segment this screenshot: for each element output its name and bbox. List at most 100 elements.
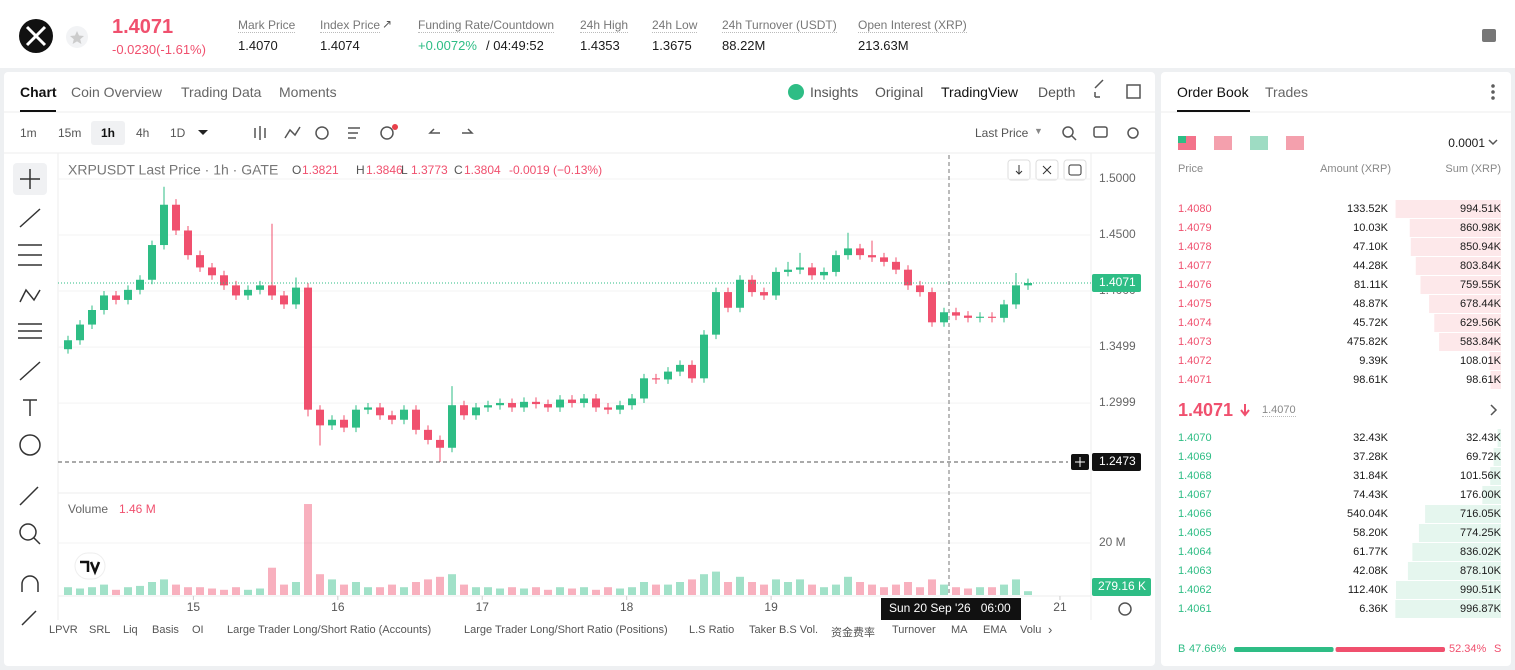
ob-price[interactable]: 1.4078: [1178, 241, 1212, 253]
tab[interactable]: Trading Data: [181, 84, 262, 100]
tab[interactable]: Moments: [279, 84, 337, 100]
candle-body: [1000, 304, 1008, 318]
ob-price[interactable]: 1.4067: [1178, 489, 1212, 501]
book-view-icon[interactable]: [1286, 136, 1304, 150]
candle-body: [592, 398, 600, 408]
scroll-arrow: ›: [1048, 622, 1053, 637]
ob-price[interactable]: 1.4061: [1178, 603, 1212, 615]
view-tab[interactable]: Depth: [1038, 84, 1076, 100]
ob-price[interactable]: 1.4080: [1178, 203, 1212, 215]
indicator[interactable]: Liq: [123, 624, 138, 636]
indicator[interactable]: Large Trader Long/Short Ratio (Positions…: [464, 624, 668, 636]
buy-ratio-bar: [1234, 647, 1334, 652]
ob-price[interactable]: 1.4063: [1178, 565, 1212, 577]
candle-body: [1012, 285, 1020, 305]
indicator[interactable]: Volu: [1020, 624, 1042, 636]
ob-price[interactable]: 1.4076: [1178, 279, 1212, 291]
indicator[interactable]: 资金费率: [831, 627, 875, 639]
ob-price[interactable]: 1.4066: [1178, 508, 1212, 520]
view-tab[interactable]: Original: [875, 84, 924, 100]
volume-bar: [820, 587, 828, 595]
ob-amount: 47.10K: [1353, 241, 1388, 253]
indicator[interactable]: OI: [192, 624, 204, 636]
ob-price[interactable]: 1.4068: [1178, 470, 1212, 482]
indicator[interactable]: Taker B.S Vol.: [749, 624, 819, 636]
interval[interactable]: 4h: [136, 126, 150, 140]
tab[interactable]: Chart: [20, 84, 57, 100]
interval[interactable]: 1m: [20, 126, 37, 140]
indicator[interactable]: Basis: [152, 624, 179, 636]
volume-bar: [724, 582, 732, 595]
candle-body: [412, 409, 420, 430]
ob-tab[interactable]: Order Book: [1177, 84, 1249, 100]
candle-body: [100, 295, 108, 311]
indicator[interactable]: Large Trader Long/Short Ratio (Accounts): [227, 624, 432, 636]
ob-price[interactable]: 1.4073: [1178, 336, 1212, 348]
volume-bar: [460, 584, 468, 595]
book-view-icon[interactable]: [1250, 136, 1268, 150]
candle-body: [436, 439, 444, 448]
ob-price[interactable]: 1.4075: [1178, 298, 1212, 310]
tab[interactable]: Coin Overview: [71, 84, 163, 100]
volume-bar: [928, 579, 936, 595]
ob-sum: 108.01K: [1460, 355, 1501, 367]
indicator[interactable]: L.S Ratio: [689, 624, 735, 636]
ob-price[interactable]: 1.4062: [1178, 584, 1212, 596]
ob-sum: 803.84K: [1460, 260, 1501, 272]
dropdown-arrow[interactable]: [198, 130, 208, 135]
sell-label: S: [1494, 643, 1502, 655]
volume-bar: [940, 584, 948, 595]
depth-bar: [1420, 276, 1501, 294]
view-tab[interactable]: TradingView: [941, 84, 1019, 100]
candle-body: [580, 398, 588, 403]
volume-bar: [832, 584, 840, 595]
last-price: 1.4071: [112, 16, 174, 38]
interval[interactable]: 1h: [101, 126, 116, 140]
ob-price[interactable]: 1.4072: [1178, 355, 1212, 367]
depth-bar: [1497, 429, 1501, 447]
candle-body: [460, 405, 468, 416]
candle-body: [688, 364, 696, 379]
ob-price[interactable]: 1.4071: [1178, 374, 1212, 386]
candle-body: [316, 409, 324, 426]
indicator[interactable]: SRL: [89, 624, 111, 636]
ob-amount: 6.36K: [1359, 603, 1388, 615]
settings-icon[interactable]: [1118, 602, 1132, 616]
ob-price[interactable]: 1.4069: [1178, 451, 1212, 463]
ob-tab[interactable]: Trades: [1265, 84, 1309, 100]
view-tab[interactable]: Insights: [810, 84, 859, 100]
chart-button[interactable]: [1063, 159, 1087, 181]
depth-bar: [1439, 333, 1501, 351]
depth-bar: [1407, 562, 1501, 580]
ob-sum: 98.61K: [1466, 374, 1501, 386]
ob-price[interactable]: 1.4077: [1178, 260, 1212, 272]
ob-amount: 44.28K: [1353, 260, 1388, 272]
candle-body: [352, 409, 360, 428]
interval[interactable]: 15m: [58, 126, 82, 140]
stat-value: 1.4070: [238, 38, 278, 53]
ob-price[interactable]: 1.4064: [1178, 546, 1212, 558]
depth-bar: [1396, 581, 1501, 599]
low-line-box: [1092, 452, 1141, 471]
volume-bar: [112, 589, 120, 595]
indicator[interactable]: Turnover: [892, 624, 936, 636]
volume-bar: [616, 588, 624, 595]
price-type[interactable]: Last Price: [975, 126, 1029, 140]
book-view-icon[interactable]: [1214, 136, 1232, 150]
ob-price[interactable]: 1.4074: [1178, 317, 1212, 329]
candle-body: [820, 271, 828, 276]
x-tick-label: 16: [331, 600, 345, 614]
ob-price[interactable]: 1.4065: [1178, 527, 1212, 539]
indicator[interactable]: LPVR: [49, 624, 78, 636]
interval[interactable]: 1D: [170, 126, 186, 140]
indicator[interactable]: MA: [951, 624, 968, 636]
candle-body: [532, 401, 540, 405]
candle-body: [148, 245, 156, 280]
indicator[interactable]: EMA: [983, 624, 1007, 636]
depth-bar: [1425, 505, 1501, 523]
ob-price[interactable]: 1.4070: [1178, 432, 1212, 444]
ob-price[interactable]: 1.4079: [1178, 222, 1212, 234]
header-icon[interactable]: [1482, 29, 1496, 42]
toolbar-icons: [254, 79, 1498, 416]
favorite-star: [69, 31, 84, 44]
